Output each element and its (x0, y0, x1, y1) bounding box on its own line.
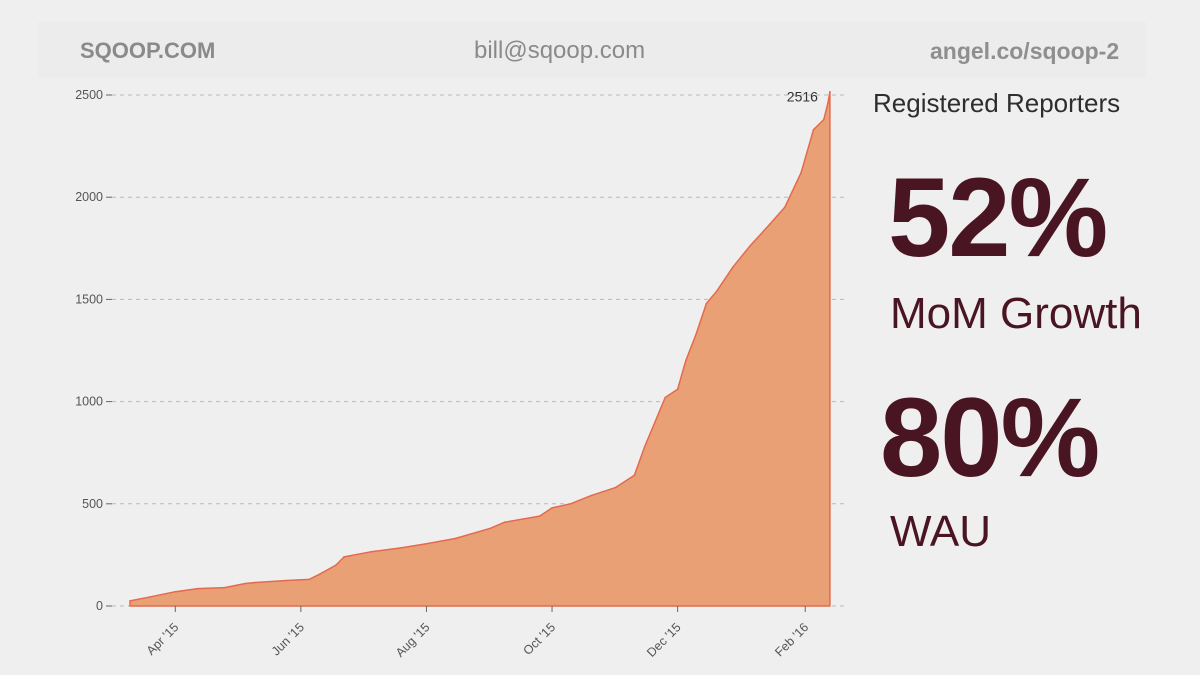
x-tick-label: Apr '15 (144, 620, 182, 658)
wau-label: WAU (890, 507, 992, 556)
data-point (615, 486, 617, 489)
data-point (633, 474, 636, 477)
series-title: Registered Reporters (873, 88, 1121, 118)
peak-value-label: 2516 (787, 89, 818, 105)
data-point (254, 581, 257, 584)
y-tick-label: 1000 (75, 395, 103, 409)
data-point (664, 396, 666, 399)
data-point (823, 118, 825, 121)
wau-value: 80% (880, 375, 1100, 500)
y-tick-label: 2000 (75, 190, 103, 204)
data-point (308, 578, 310, 581)
data-point (769, 223, 771, 225)
area-series (129, 90, 831, 607)
data-point (129, 600, 131, 602)
y-tick-label: 500 (82, 497, 103, 511)
data-point (569, 503, 572, 505)
mom-growth-label: MoM Growth (890, 289, 1142, 338)
data-point (318, 573, 321, 576)
data-point (783, 206, 786, 209)
data-point (829, 90, 831, 93)
area-path (129, 90, 831, 607)
data-point (454, 537, 457, 540)
y-tick-label: 0 (96, 599, 103, 613)
data-point (715, 290, 718, 293)
data-point (695, 333, 697, 335)
data-point (197, 587, 199, 590)
data-point (551, 507, 553, 509)
data-point (489, 527, 492, 530)
data-point (335, 564, 337, 566)
data-point (732, 265, 734, 268)
data-point (827, 102, 829, 104)
mom-growth-value: 52% (888, 155, 1108, 280)
angellist-url: angel.co/sqoop-2 (930, 38, 1120, 64)
data-point (244, 582, 247, 585)
data-point (685, 359, 687, 362)
y-tick-label: 2500 (75, 88, 103, 102)
data-point (643, 445, 646, 448)
data-point (590, 494, 592, 497)
data-point (370, 551, 372, 553)
data-point (654, 421, 656, 423)
data-point (676, 388, 679, 391)
data-point (343, 556, 345, 558)
x-tick-label: Feb '16 (772, 620, 811, 659)
x-tick-label: Dec '15 (644, 620, 684, 660)
data-point (425, 542, 428, 545)
data-point (285, 579, 288, 582)
data-point (149, 596, 152, 598)
x-tick-label: Jun '15 (269, 620, 307, 658)
y-tick-label: 1500 (75, 292, 103, 306)
data-point (400, 546, 403, 549)
email-text: bill@sqoop.com (474, 37, 646, 64)
data-point (705, 302, 708, 305)
x-tick-label: Oct '15 (521, 620, 559, 658)
data-point (174, 590, 177, 593)
data-point (748, 245, 751, 248)
data-point (812, 128, 815, 131)
data-point (800, 171, 802, 174)
header-band (38, 22, 1146, 78)
data-point (223, 586, 226, 589)
brand-text: SQOOP.COM (80, 38, 216, 63)
data-point (538, 515, 541, 517)
data-point (503, 521, 506, 523)
x-tick-label: Aug '15 (393, 620, 433, 660)
